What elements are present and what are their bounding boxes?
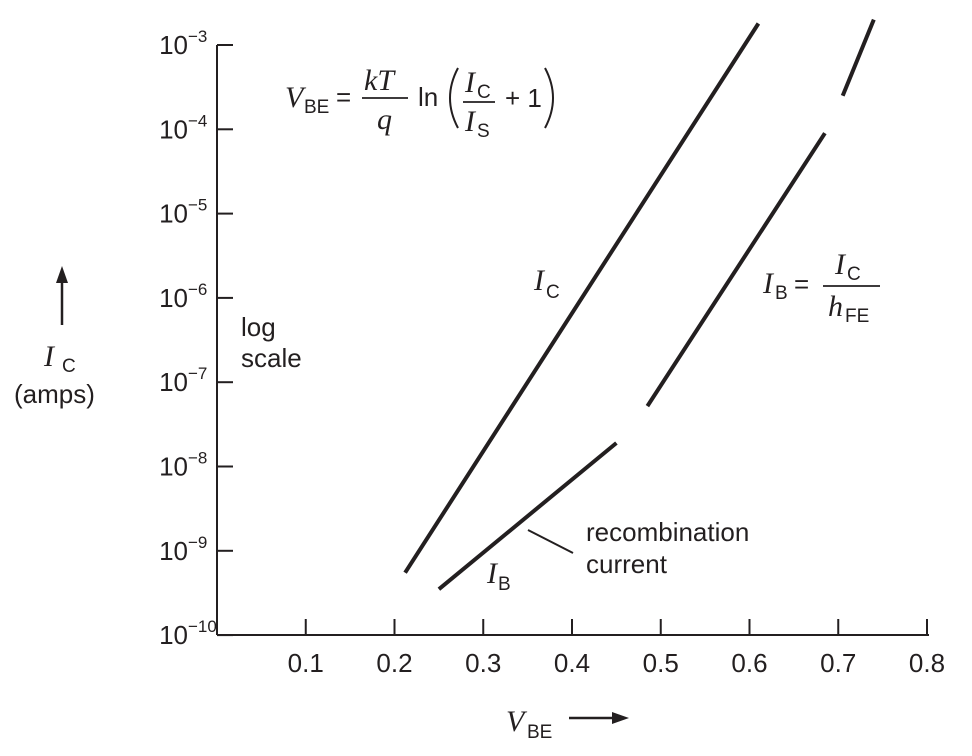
x-tick-label: 0.7 xyxy=(820,648,856,678)
x-axis-title: V BE xyxy=(506,705,629,743)
formula-right-paren xyxy=(544,67,554,129)
y-tick-exponent: −3 xyxy=(188,27,207,46)
y-tick-exponent: −5 xyxy=(188,196,207,215)
series-IB-segment xyxy=(840,18,876,97)
y-tick-label: 10 xyxy=(159,452,188,482)
y-axis-title: I C (amps) xyxy=(14,266,95,409)
y-tick-label: 10 xyxy=(159,283,188,313)
x-tick-label: 0.1 xyxy=(288,648,324,678)
x-axis-label-sub: BE xyxy=(527,722,552,743)
recombination-line1: recombination xyxy=(586,517,749,547)
ib-formula-num: I xyxy=(834,248,847,281)
ib-label: I xyxy=(486,557,499,590)
ic-label-sub: C xyxy=(546,282,560,303)
ib-formula-lhs: I xyxy=(762,267,775,300)
x-tick-label: 0.6 xyxy=(731,648,767,678)
y-tick-exponent: −9 xyxy=(188,533,207,552)
x-tick-label: 0.2 xyxy=(376,648,412,678)
formula-ln: ln xyxy=(418,82,438,112)
x-tick-labels: 0.1 0.2 0.3 0.4 0.5 0.6 0.7 0.8 xyxy=(288,648,945,678)
series-IB-segment xyxy=(645,132,827,408)
formula-lhs-sub: BE xyxy=(304,97,329,118)
formula-ic: I xyxy=(464,66,477,99)
series-IC xyxy=(403,22,761,574)
ic-curve-label: I C xyxy=(533,264,560,303)
y-tick-exponent: −7 xyxy=(188,364,207,383)
formula-equals: = xyxy=(336,82,351,112)
formula-kt: kT xyxy=(364,64,396,97)
y-tick-label: 10 xyxy=(159,30,188,60)
x-axis-arrow-head xyxy=(612,712,629,724)
ib-formula-den: h xyxy=(828,290,843,323)
recombination-annotation: recombination current xyxy=(527,517,749,579)
formula-lhs: V xyxy=(285,81,307,114)
y-axis-label-sub: C xyxy=(62,356,76,377)
axes: 10−310−410−510−610−710−810−910−10 0.1 0.2… xyxy=(159,27,945,678)
log-scale-line2: scale xyxy=(241,343,302,373)
x-tick-label: 0.4 xyxy=(554,648,590,678)
x-tick-label: 0.5 xyxy=(643,648,679,678)
ib-curve-label: I B xyxy=(486,557,511,595)
y-tick-exponent: −6 xyxy=(188,280,207,299)
y-tick-exponent: −4 xyxy=(188,111,207,130)
ib-formula-lhs-sub: B xyxy=(775,283,788,304)
formula-plus-one: + 1 xyxy=(505,83,542,113)
log-scale-note: log scale xyxy=(241,312,302,373)
y-tick-labels: 10−310−410−510−610−710−810−910−10 xyxy=(159,27,217,650)
y-axis-units: (amps) xyxy=(14,379,95,409)
formula-q: q xyxy=(377,103,392,136)
y-tick-label: 10 xyxy=(159,199,188,229)
y-tick-label: 10 xyxy=(159,114,188,144)
x-tick-label: 0.3 xyxy=(465,648,501,678)
y-tick-label: 10 xyxy=(159,620,188,650)
ib-formula-equals: = xyxy=(794,269,809,299)
vbe-formula: V BE = kT q ln I C I S + 1 xyxy=(285,64,554,142)
y-tick-label: 10 xyxy=(159,536,188,566)
y-tick-exponent: −10 xyxy=(188,617,217,636)
x-tick-label: 0.8 xyxy=(909,648,945,678)
formula-ic-sub: C xyxy=(477,82,491,103)
formula-is: I xyxy=(464,105,477,138)
x-ticks xyxy=(304,619,928,635)
series-IB xyxy=(437,18,876,591)
series-IC-segment xyxy=(403,22,761,574)
ib-formula: I B = I C h FE xyxy=(762,248,880,327)
formula-left-paren xyxy=(449,67,459,129)
ib-label-sub: B xyxy=(498,574,511,595)
recombination-line2: current xyxy=(586,549,668,579)
ib-formula-num-sub: C xyxy=(847,264,861,285)
x-axis-label: V xyxy=(506,705,528,738)
formula-is-sub: S xyxy=(477,121,490,142)
y-tick-exponent: −8 xyxy=(188,449,207,468)
series-IB-segment xyxy=(437,441,618,591)
log-scale-line1: log xyxy=(241,312,276,342)
y-axis-arrow-head xyxy=(56,266,68,283)
y-ticks xyxy=(217,44,233,637)
ic-label: I xyxy=(533,264,546,297)
ib-formula-den-sub: FE xyxy=(845,306,869,327)
recombination-pointer xyxy=(527,529,574,554)
y-axis-label: I xyxy=(43,340,56,373)
y-tick-label: 10 xyxy=(159,367,188,397)
curves xyxy=(403,18,876,591)
